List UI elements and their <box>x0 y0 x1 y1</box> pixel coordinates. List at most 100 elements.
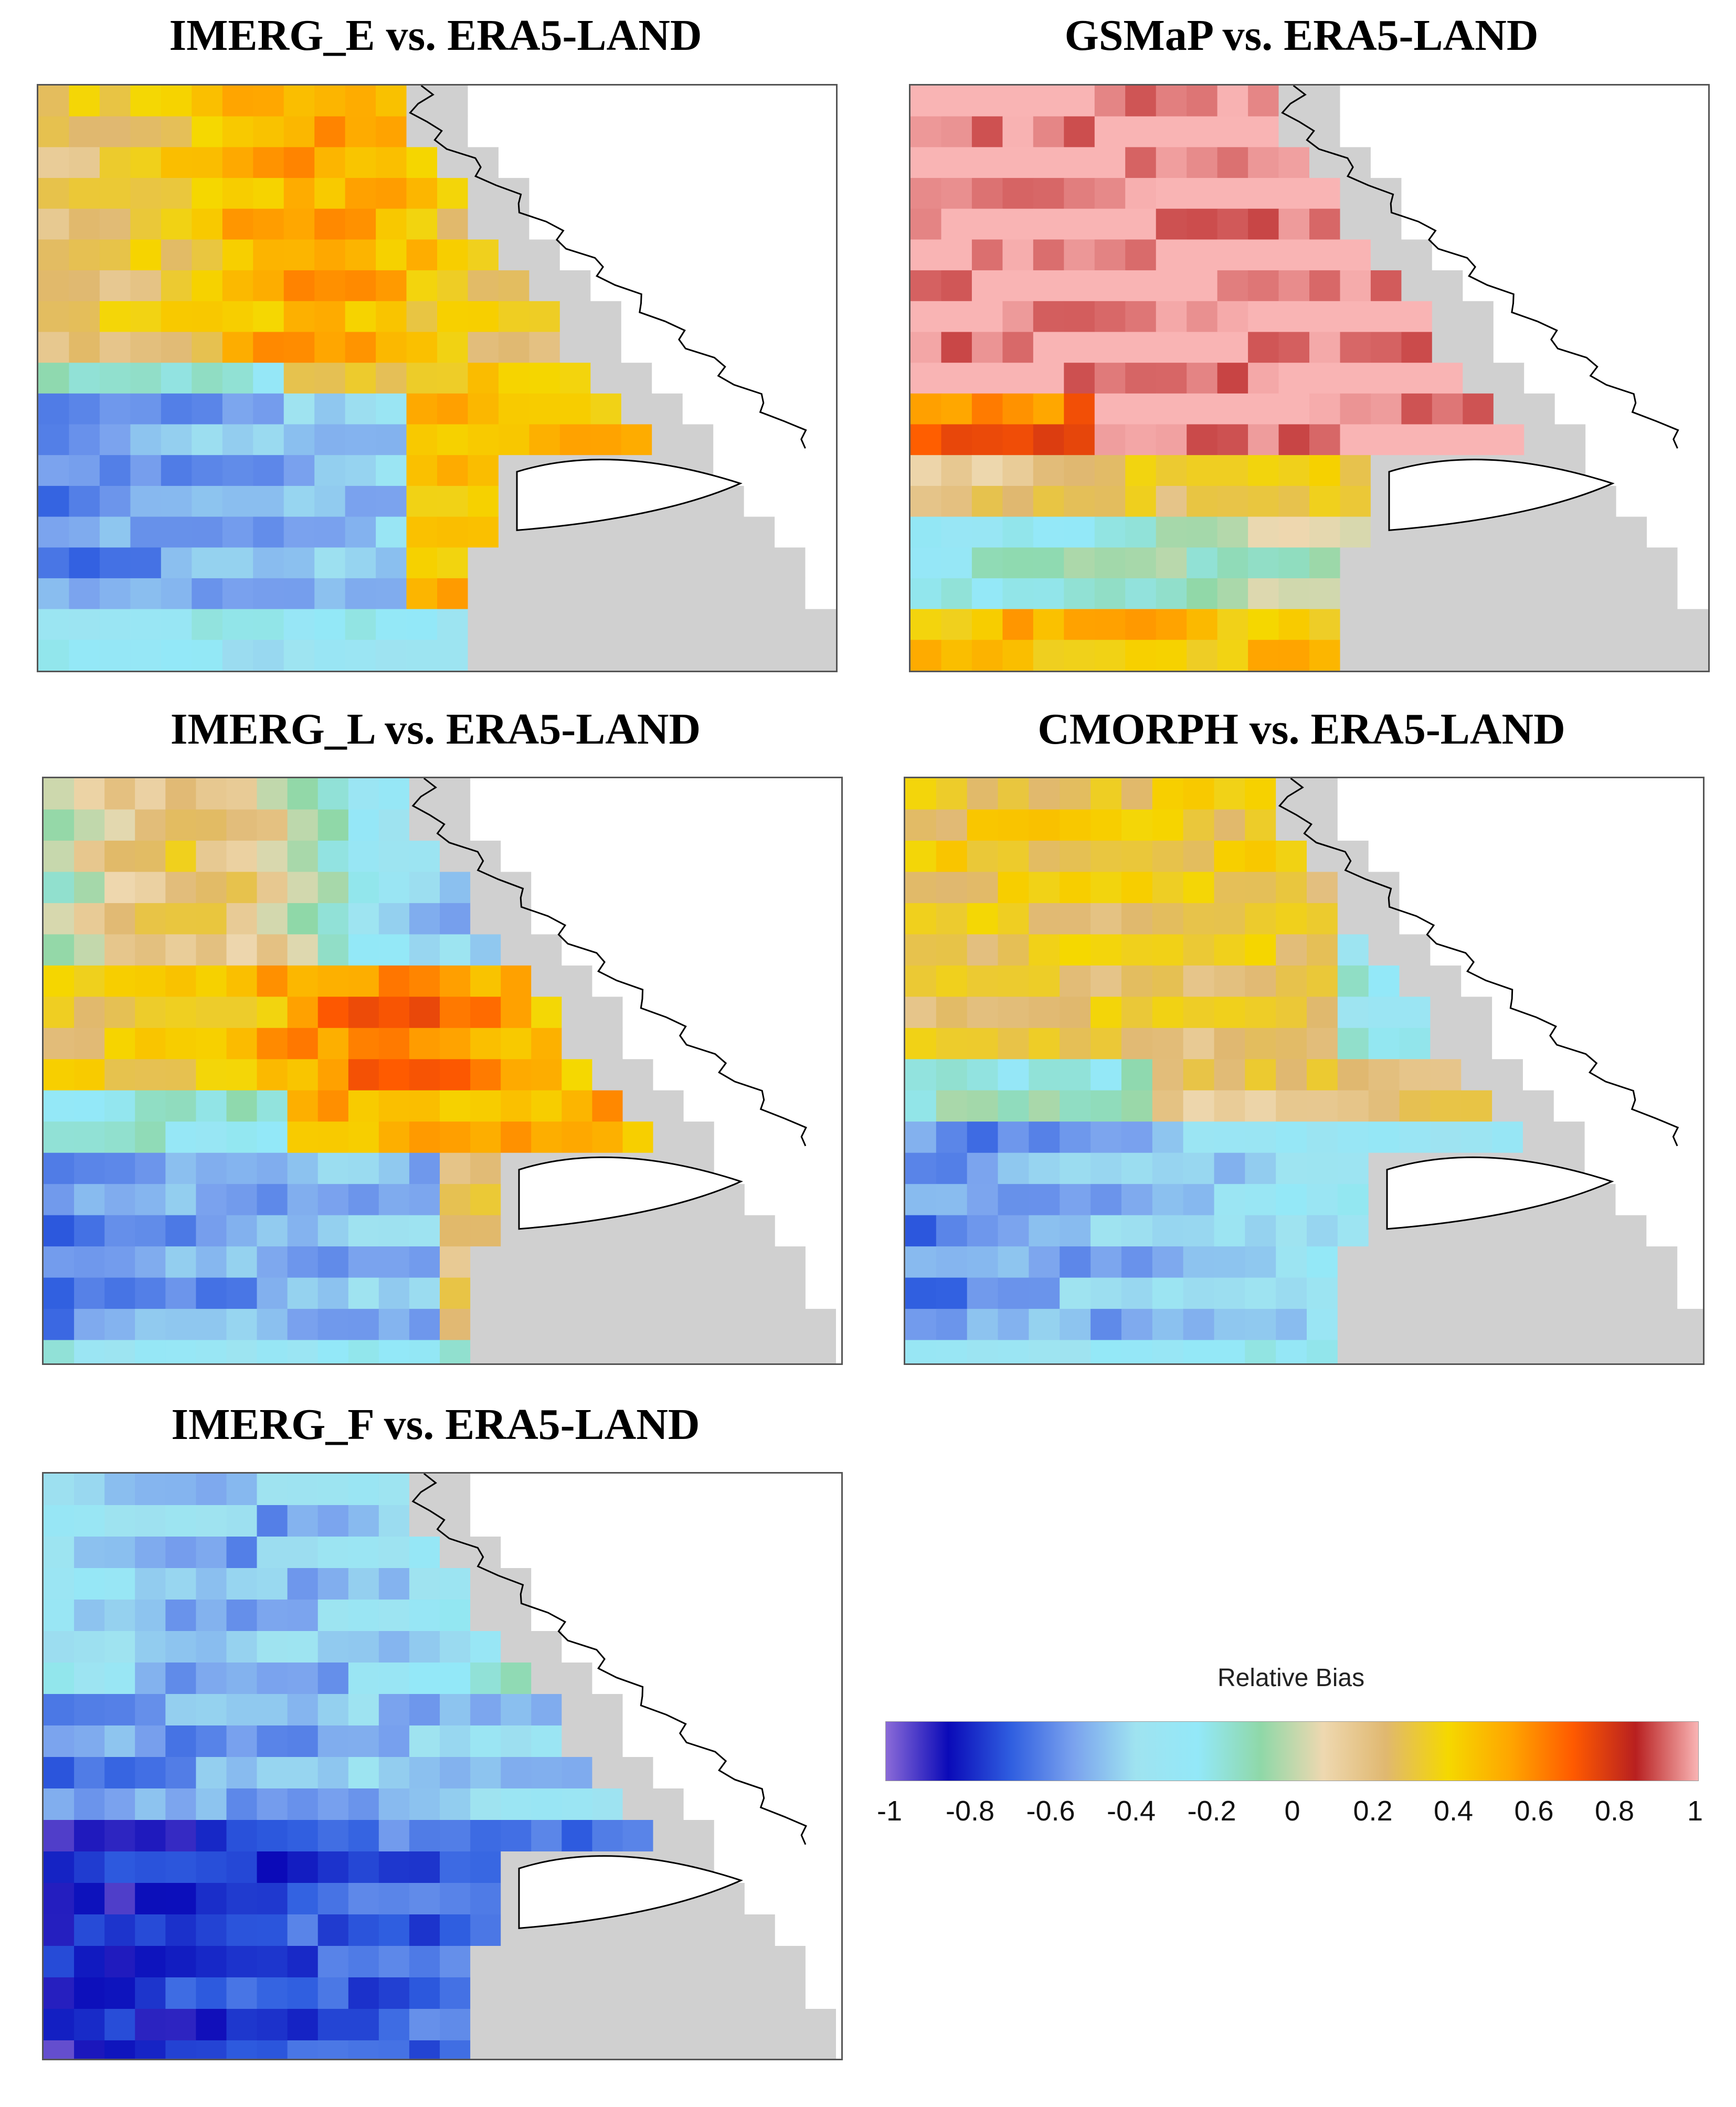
grid-cell <box>104 1090 135 1122</box>
grid-cell <box>1677 332 1708 363</box>
grid-cell <box>1152 1340 1184 1363</box>
grid-cell <box>1340 424 1371 456</box>
grid-cell <box>936 809 968 841</box>
grid-cell <box>196 1600 227 1632</box>
grid-cell <box>440 1340 471 1363</box>
grid-cell <box>805 1246 836 1278</box>
grid-cell <box>653 840 684 872</box>
grid-cell <box>713 578 745 610</box>
grid-cell <box>74 965 105 997</box>
grid-cell <box>1370 116 1402 147</box>
grid-cell <box>1337 1215 1369 1247</box>
grid-cell <box>744 270 775 302</box>
grid-cell <box>44 1725 75 1757</box>
grid-cell <box>1432 208 1463 240</box>
grid-cell <box>529 640 560 671</box>
grid-cell <box>226 1788 258 1820</box>
grid-cell <box>1553 1277 1585 1309</box>
grid-cell <box>378 1788 410 1820</box>
grid-cell <box>1432 609 1463 640</box>
grid-cell <box>317 1474 349 1506</box>
grid-cell <box>1217 270 1248 302</box>
grid-cell <box>104 2040 135 2059</box>
grid-cell <box>622 965 654 997</box>
grid-cell <box>437 116 469 147</box>
grid-cell <box>621 393 652 425</box>
grid-cell <box>562 903 592 935</box>
grid-cell <box>314 547 346 579</box>
colorbar-tick-label: 0.4 <box>1433 1795 1474 1827</box>
grid-cell <box>531 1568 562 1600</box>
grid-cell <box>562 1946 592 1978</box>
grid-cell <box>226 778 258 810</box>
grid-cell <box>99 609 131 640</box>
grid-cell <box>1060 1277 1091 1309</box>
grid-cell <box>287 809 319 841</box>
grid-cell <box>1647 424 1678 456</box>
grid-cell <box>622 1977 654 2009</box>
grid-cell <box>226 1340 258 1363</box>
grid-cell <box>805 1820 836 1852</box>
grid-cell <box>1309 208 1341 240</box>
grid-cell <box>437 208 469 240</box>
colorbar-tick-label: 0 <box>1284 1795 1300 1827</box>
grid-cell <box>498 239 530 271</box>
grid-cell <box>621 178 652 209</box>
grid-cell <box>775 1725 806 1757</box>
grid-cell <box>1091 1309 1122 1341</box>
grid-cell <box>283 239 315 271</box>
grid-cell <box>1094 609 1126 640</box>
grid-cell <box>1307 965 1338 997</box>
grid-cell <box>1524 239 1555 271</box>
grid-cell <box>1248 301 1279 333</box>
grid-cell <box>440 1474 471 1506</box>
grid-cell <box>683 1505 715 1537</box>
grid-cell <box>1187 332 1218 363</box>
grid-cell <box>253 485 284 517</box>
grid-cell <box>1646 903 1678 935</box>
grid-cell <box>226 965 258 997</box>
grid-cell <box>317 934 349 966</box>
grid-cell <box>1091 1215 1122 1247</box>
grid-cell <box>257 1788 288 1820</box>
grid-cell <box>1245 778 1276 810</box>
grid-cell <box>501 840 532 872</box>
grid-cell <box>1585 547 1617 579</box>
grid-cell <box>1368 1309 1400 1341</box>
grid-cell <box>192 640 223 671</box>
grid-cell <box>501 1121 532 1153</box>
grid-cell <box>470 1059 501 1091</box>
grid-cell <box>622 1090 654 1122</box>
grid-cell <box>287 1568 319 1600</box>
grid-cell <box>1156 116 1187 147</box>
grid-cell <box>1033 578 1064 610</box>
grid-cell <box>1002 332 1034 363</box>
grid-cell <box>409 1600 440 1632</box>
grid-cell <box>559 640 591 671</box>
grid-cell <box>1522 1215 1554 1247</box>
grid-cell <box>744 485 775 517</box>
grid-cell <box>253 393 284 425</box>
grid-cell <box>38 301 70 333</box>
grid-cell <box>376 578 407 610</box>
grid-cell <box>1340 147 1371 178</box>
grid-cell <box>941 640 972 671</box>
grid-cell <box>653 1725 684 1757</box>
grid-cell <box>498 301 530 333</box>
grid-cell <box>130 116 162 147</box>
grid-cell <box>348 1505 379 1537</box>
grid-cell <box>317 809 349 841</box>
grid-cell <box>592 1757 623 1789</box>
grid-cell <box>165 1851 196 1883</box>
grid-cell <box>409 1946 440 1978</box>
grid-cell <box>253 640 284 671</box>
grid-cell <box>1278 455 1310 486</box>
grid-cell <box>130 301 162 333</box>
grid-cell <box>196 1184 227 1216</box>
grid-cell <box>409 1663 440 1695</box>
grid-cell <box>805 609 836 640</box>
grid-cell <box>1399 1277 1431 1309</box>
grid-cell <box>44 1820 75 1852</box>
grid-cell <box>805 1851 836 1883</box>
grid-cell <box>1370 640 1402 671</box>
